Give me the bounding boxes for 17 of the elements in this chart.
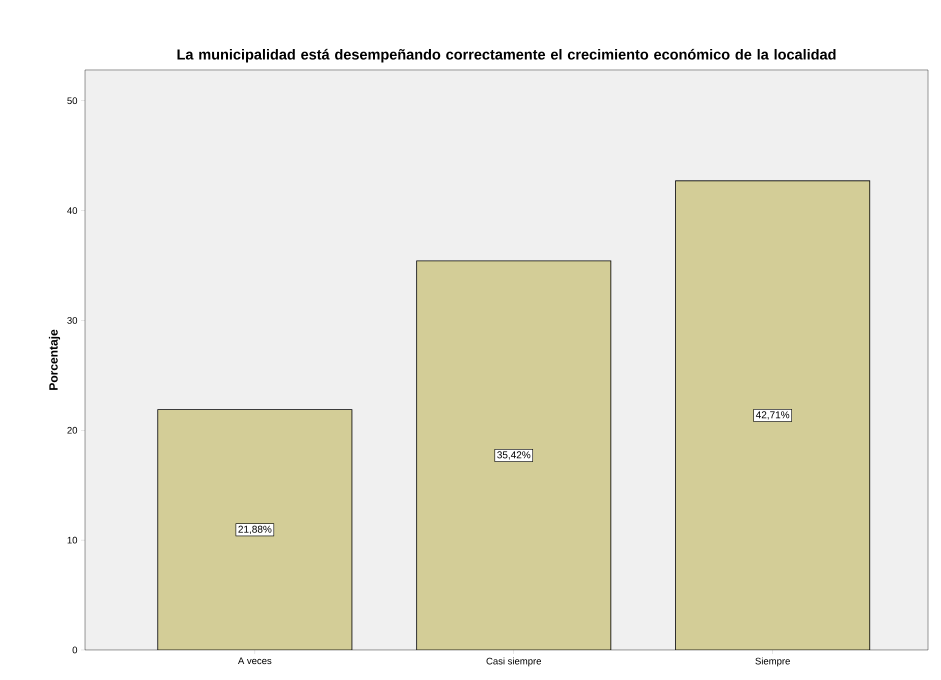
y-tick-label: 20	[67, 426, 78, 434]
data-label: 42,71%	[756, 411, 790, 420]
data-label: 35,42%	[497, 451, 530, 460]
y-tick-label: 50	[67, 97, 78, 104]
y-axis-title: Porcentaje	[48, 330, 60, 390]
y-tick-label: 10	[68, 536, 78, 544]
x-tick-label: Casi siempre	[486, 658, 542, 666]
bar	[158, 410, 352, 650]
y-tick-label: 0	[72, 646, 78, 654]
bar	[675, 180, 870, 650]
y-tick-label: 40	[67, 207, 78, 214]
chart-title: La municipalidad está desempeñando correctamente el crecimiento económico de la localidad	[178, 48, 836, 62]
x-tick-label: Siempre	[755, 658, 790, 666]
bar	[416, 260, 612, 650]
data-label: 21,88%	[238, 526, 272, 534]
x-tick-label: A veces	[238, 658, 272, 664]
y-tick-label: 30	[67, 317, 78, 324]
